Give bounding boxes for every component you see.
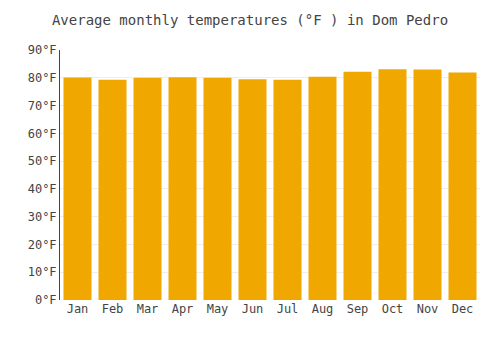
svg-text:50°F: 50°F	[28, 154, 57, 168]
svg-text:Aug: Aug	[312, 302, 334, 316]
svg-text:90°F: 90°F	[28, 43, 57, 57]
svg-text:Dec: Dec	[452, 302, 474, 316]
svg-text:Apr: Apr	[172, 302, 194, 316]
svg-text:Nov: Nov	[417, 302, 439, 316]
svg-text:Jun: Jun	[242, 302, 264, 316]
svg-text:Sep: Sep	[347, 302, 369, 316]
svg-text:May: May	[207, 302, 229, 316]
svg-text:Jan: Jan	[67, 302, 89, 316]
svg-text:Average monthly temperatures (: Average monthly temperatures (°F ) in Do…	[52, 12, 448, 28]
svg-text:20°F: 20°F	[28, 238, 57, 252]
svg-text:70°F: 70°F	[28, 99, 57, 113]
svg-text:30°F: 30°F	[28, 210, 57, 224]
svg-text:0°F: 0°F	[35, 293, 57, 307]
svg-text:Oct: Oct	[382, 302, 404, 316]
svg-text:80°F: 80°F	[28, 71, 57, 85]
svg-text:60°F: 60°F	[28, 127, 57, 141]
svg-text:10°F: 10°F	[28, 265, 57, 279]
svg-text:Feb: Feb	[102, 302, 124, 316]
svg-text:40°F: 40°F	[28, 182, 57, 196]
svg-text:Mar: Mar	[137, 302, 159, 316]
svg-text:Jul: Jul	[277, 302, 299, 316]
